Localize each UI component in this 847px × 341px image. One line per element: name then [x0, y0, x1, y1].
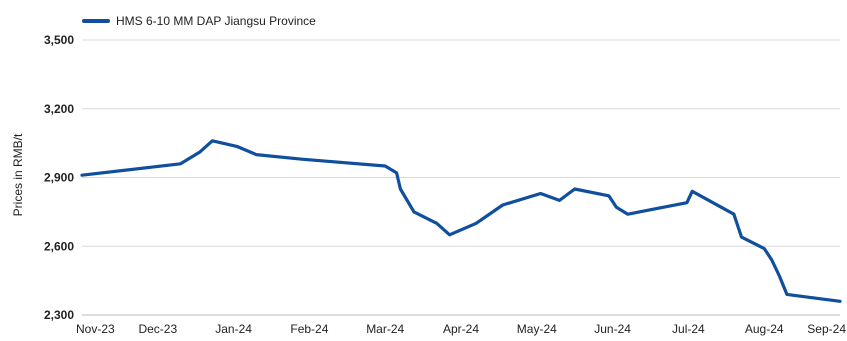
x-tick-label: Feb-24 — [290, 322, 328, 336]
legend-swatch — [82, 19, 110, 23]
y-tick-label: 2,300 — [44, 308, 74, 322]
x-tick-label: Dec-23 — [138, 322, 177, 336]
x-tick-label: May-24 — [517, 322, 557, 336]
x-tick-label: Jan-24 — [215, 322, 252, 336]
y-tick-label: 3,200 — [44, 102, 74, 116]
x-tick-label: Mar-24 — [366, 322, 404, 336]
x-tick-label: Apr-24 — [443, 322, 479, 336]
y-tick-label: 2,600 — [44, 239, 74, 253]
x-tick-label: Aug-24 — [745, 322, 784, 336]
legend: HMS 6-10 MM DAP Jiangsu Province — [82, 14, 316, 28]
x-tick-label: Jul-24 — [672, 322, 705, 336]
series-line — [80, 139, 842, 303]
y-tick-label: 3,500 — [44, 33, 74, 47]
x-tick-label: Jun-24 — [594, 322, 631, 336]
y-tick-label: 2,900 — [44, 171, 74, 185]
legend-label: HMS 6-10 MM DAP Jiangsu Province — [116, 14, 316, 28]
x-tick-label: Nov-23 — [76, 322, 115, 336]
x-tick-label: Sep-24 — [807, 322, 846, 336]
